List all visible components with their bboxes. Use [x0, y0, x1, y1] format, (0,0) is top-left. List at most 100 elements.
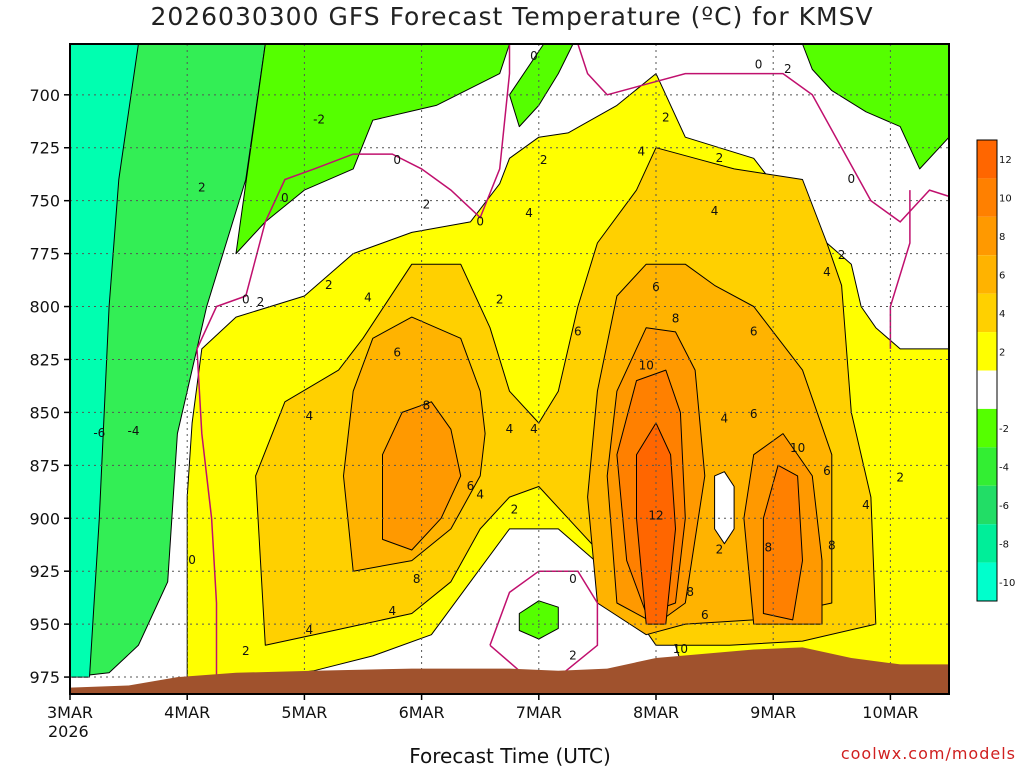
- x-tick-label-1: 4MAR: [164, 703, 210, 722]
- colorbar-bin-3: [977, 255, 997, 294]
- y-tick-label-3: 775: [29, 245, 60, 264]
- isotherm-label-23: 0: [242, 293, 250, 307]
- isotherm-label-42: 2: [511, 502, 519, 516]
- isotherm-label-43: 12: [648, 509, 663, 523]
- isotherm-label-12: 4: [711, 204, 719, 218]
- isotherm-label-53: 4: [388, 604, 396, 618]
- colorbar-bin-6: [977, 370, 997, 409]
- x-tick-label-3: 6MAR: [399, 703, 445, 722]
- terrain-surface: [70, 647, 949, 694]
- isotherm-label-30: 4: [305, 409, 313, 423]
- isotherm-label-2: 0: [393, 153, 401, 167]
- isotherm-label-26: 4: [364, 291, 372, 305]
- isotherm-label-44: 4: [862, 498, 870, 512]
- temperature-region-cold-core-west: [69, 43, 139, 678]
- isotherm-label-5: 2: [423, 197, 431, 211]
- colorbar-tick-label-3: 6: [999, 270, 1005, 281]
- isotherm-label-1: -2: [313, 113, 325, 127]
- x-tick-label-5: 8MAR: [633, 703, 679, 722]
- x-tick-label-4: 7MAR: [516, 703, 562, 722]
- isotherm-label-9: 2: [662, 111, 670, 125]
- source-watermark: coolwx.com/models: [840, 744, 1016, 763]
- isotherm-label-10: 4: [525, 206, 533, 220]
- isotherm-label-24: 2: [257, 295, 265, 309]
- isotherm-label-19: 8: [672, 312, 680, 326]
- colorbar-bin-7: [977, 408, 997, 448]
- temperature-region-warm-10-far-east: [762, 464, 803, 621]
- isotherm-label-38: 6: [823, 464, 831, 478]
- isotherm-label-39: 2: [896, 471, 904, 485]
- isotherm-label-46: 8: [764, 540, 772, 554]
- isotherm-label-22: 10: [639, 358, 654, 372]
- colorbar-tick-label-5: 2: [999, 347, 1005, 358]
- isotherm-label-35: 6: [750, 407, 758, 421]
- temperature-region-cold-gap-9mar: [714, 471, 735, 545]
- colorbar: 12 10 8 6 4 2 -2 -4 -6 -8 -10: [976, 139, 1015, 602]
- isotherm-label-27: 6: [393, 346, 401, 360]
- colorbar-frame: [976, 139, 998, 602]
- y-tick-label-9: 925: [29, 562, 60, 581]
- isotherm-label-47: 8: [828, 538, 836, 552]
- x-axis-label: Forecast Time (UTC): [409, 744, 611, 768]
- isotherm-label-32: -4: [127, 424, 139, 438]
- y-tick-label-2: 750: [29, 192, 60, 211]
- isotherm-label-17: 4: [823, 265, 831, 279]
- isotherm-label-7: 2: [540, 153, 548, 167]
- isotherm-label-51: 8: [686, 585, 694, 599]
- isotherm-label-49: 8: [413, 572, 421, 586]
- colorbar-bin-5: [977, 332, 997, 371]
- isotherm-label-50: 0: [569, 572, 577, 586]
- isotherm-label-6: 0: [476, 214, 484, 228]
- isotherm-label-45: 2: [716, 543, 724, 557]
- colorbar-bin-2: [977, 216, 997, 256]
- isotherm-label-56: 2: [569, 648, 577, 662]
- isotherm-label-8: 4: [638, 144, 646, 158]
- isotherm-label-18: 6: [652, 280, 660, 294]
- freezing-contour-2: [577, 43, 950, 223]
- x-tick-label-7: 10MAR: [862, 703, 918, 722]
- isotherm-label-48: 0: [188, 553, 196, 567]
- isotherm-label-37: 10: [790, 441, 805, 455]
- isotherm-label-20: 6: [574, 324, 582, 338]
- plot-fill-layer: [69, 43, 950, 694]
- x-tick-label-2: 5MAR: [281, 703, 327, 722]
- y-tick-label-8: 900: [29, 509, 60, 528]
- isotherm-label-21: 6: [750, 324, 758, 338]
- isotherm-label-0: 0: [530, 49, 538, 63]
- temperature-region-cold-northwest: [235, 43, 510, 255]
- isotherm-label-57: 10: [673, 642, 688, 656]
- colorbar-bin-4: [977, 293, 997, 333]
- isotherm-label-31: -6: [93, 426, 105, 440]
- isotherm-label-55: 2: [242, 644, 250, 658]
- colorbar-tick-label-6: -2: [999, 424, 1009, 435]
- isotherm-label-52: 6: [701, 608, 709, 622]
- colorbar-tick-label-1: 10: [999, 194, 1012, 205]
- isotherm-label-25: 2: [325, 278, 333, 292]
- isotherm-label-3: 2: [198, 180, 206, 194]
- isotherm-label-54: 4: [305, 623, 313, 637]
- isotherm-label-16: 2: [838, 248, 846, 262]
- y-tick-label-6: 850: [29, 403, 60, 422]
- y-tick-label-10: 950: [29, 615, 60, 634]
- isotherm-label-15: 2: [784, 62, 792, 76]
- y-tick-label-0: 700: [29, 86, 60, 105]
- isotherm-label-13: 0: [848, 172, 856, 186]
- axes-layer: 7007257507758008258508759009259509753MAR…: [29, 43, 950, 722]
- isotherm-label-4: 0: [281, 191, 289, 205]
- isotherm-label-34: 4: [530, 422, 538, 436]
- isotherm-label-33: 4: [506, 422, 514, 436]
- colorbar-bin-9: [977, 485, 997, 525]
- colorbar-tick-label-4: 4: [999, 309, 1005, 320]
- colorbar-bin-0: [977, 140, 997, 179]
- y-tick-label-5: 825: [29, 350, 60, 369]
- x-year-label: 2026: [48, 722, 89, 741]
- chart-title: 2026030300 GFS Forecast Temperature (ºC)…: [150, 2, 874, 31]
- colorbar-tick-label-10: -10: [999, 578, 1015, 589]
- x-tick-label-6: 9MAR: [750, 703, 796, 722]
- isotherm-label-40: 6: [467, 479, 475, 493]
- colorbar-tick-label-2: 8: [999, 232, 1005, 243]
- freezing-contour-1: [196, 44, 511, 678]
- y-tick-label-1: 725: [29, 139, 60, 158]
